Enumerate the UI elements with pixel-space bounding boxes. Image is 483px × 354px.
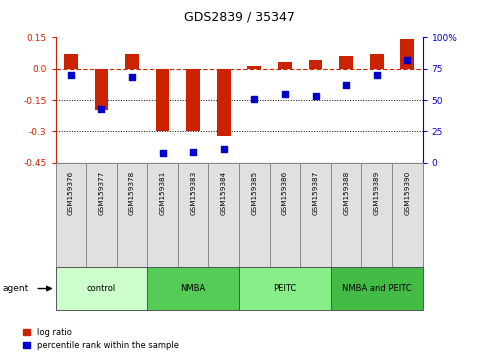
Text: GSM159389: GSM159389 <box>374 171 380 216</box>
Bar <box>400 39 414 69</box>
Bar <box>270 163 300 267</box>
Text: GSM159376: GSM159376 <box>68 171 74 216</box>
Text: GSM159377: GSM159377 <box>99 171 104 216</box>
Text: GDS2839 / 35347: GDS2839 / 35347 <box>184 11 295 24</box>
Bar <box>361 163 392 267</box>
Bar <box>392 163 423 267</box>
Bar <box>247 67 261 69</box>
Text: NMBA and PEITC: NMBA and PEITC <box>342 284 412 293</box>
Bar <box>147 267 239 310</box>
Bar <box>309 60 323 69</box>
Text: GSM159390: GSM159390 <box>404 171 411 216</box>
Bar <box>117 163 147 267</box>
Point <box>403 57 411 63</box>
Bar <box>331 267 423 310</box>
Point <box>251 96 258 102</box>
Text: GSM159387: GSM159387 <box>313 171 319 216</box>
Text: PEITC: PEITC <box>273 284 297 293</box>
Bar <box>339 56 353 69</box>
Text: GSM159381: GSM159381 <box>159 171 166 216</box>
Bar <box>300 163 331 267</box>
Text: control: control <box>87 284 116 293</box>
Legend: log ratio, percentile rank within the sample: log ratio, percentile rank within the sa… <box>24 328 179 350</box>
Text: GSM159378: GSM159378 <box>129 171 135 216</box>
Point <box>128 75 136 80</box>
Bar <box>156 69 170 131</box>
Bar <box>278 62 292 69</box>
Text: GSM159386: GSM159386 <box>282 171 288 216</box>
Text: NMBA: NMBA <box>181 284 206 293</box>
Point <box>373 72 381 78</box>
Bar <box>86 163 117 267</box>
Bar <box>147 163 178 267</box>
Point <box>220 146 227 152</box>
Text: agent: agent <box>2 284 28 293</box>
Bar <box>125 54 139 69</box>
Bar <box>370 54 384 69</box>
Text: GSM159388: GSM159388 <box>343 171 349 216</box>
Bar <box>95 69 108 110</box>
Bar <box>331 163 361 267</box>
Bar <box>56 267 147 310</box>
Point <box>342 82 350 88</box>
Bar <box>186 69 200 131</box>
Point <box>189 149 197 154</box>
Point <box>159 150 167 156</box>
Bar <box>178 163 209 267</box>
Bar <box>209 163 239 267</box>
Point <box>98 106 105 112</box>
Bar <box>217 69 231 136</box>
Text: GSM159383: GSM159383 <box>190 171 196 216</box>
Text: GSM159385: GSM159385 <box>251 171 257 216</box>
Bar <box>239 163 270 267</box>
Bar <box>64 54 78 69</box>
Text: GSM159384: GSM159384 <box>221 171 227 216</box>
Point <box>67 72 75 78</box>
Point <box>312 93 319 99</box>
Bar <box>56 163 86 267</box>
Bar <box>239 267 331 310</box>
Point <box>281 91 289 97</box>
